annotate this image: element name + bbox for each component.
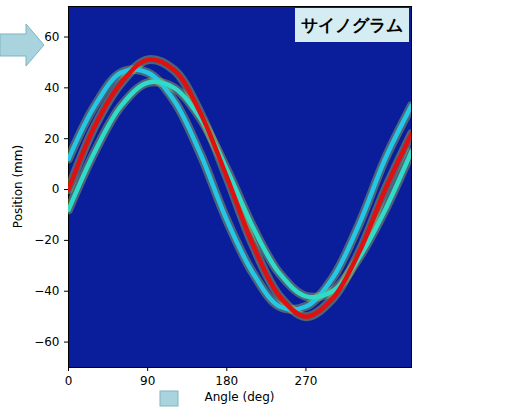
svg-text:Angle (deg): Angle (deg) <box>205 390 275 404</box>
svg-text:−60: −60 <box>34 335 59 349</box>
svg-text:270: 270 <box>295 374 318 388</box>
svg-text:90: 90 <box>140 374 155 388</box>
svg-text:40: 40 <box>44 81 59 95</box>
svg-text:180: 180 <box>215 374 238 388</box>
svg-text:−40: −40 <box>34 284 59 298</box>
svg-text:20: 20 <box>44 132 59 146</box>
svg-text:−20: −20 <box>34 233 59 247</box>
svg-text:0: 0 <box>65 374 73 388</box>
svg-text:0: 0 <box>52 182 60 196</box>
svg-text:Position (mm): Position (mm) <box>11 145 25 228</box>
svg-text:60: 60 <box>44 30 59 44</box>
html-text:サイノグラム: サイノグラム <box>301 15 403 35</box>
